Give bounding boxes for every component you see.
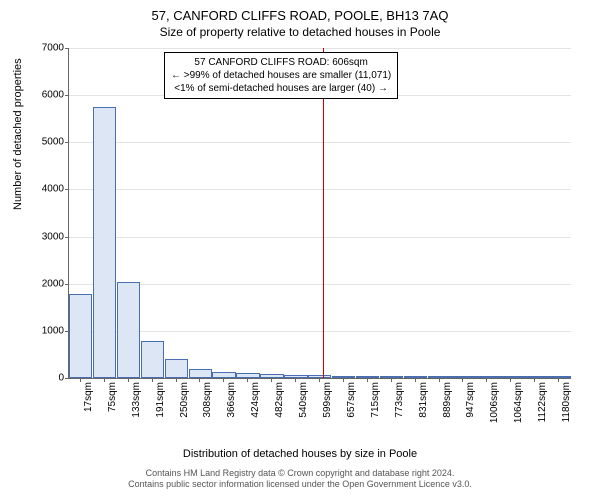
xtick-label: 133sqm <box>131 382 142 418</box>
xtick-mark <box>439 378 440 382</box>
chart-subtitle: Size of property relative to detached ho… <box>0 23 600 39</box>
ytick-label: 5000 <box>24 137 64 148</box>
xtick-mark <box>199 378 200 382</box>
ytick-mark <box>65 189 69 190</box>
xtick-label: 773sqm <box>394 382 405 418</box>
ytick-label: 0 <box>24 373 64 384</box>
xtick-label: 1122sqm <box>537 382 548 422</box>
xtick-label: 308sqm <box>202 382 213 418</box>
annotation-box: 57 CANFORD CLIFFS ROAD: 606sqm← >99% of … <box>164 52 398 99</box>
xtick-mark <box>486 378 487 382</box>
xtick-label: 17sqm <box>83 382 94 412</box>
xtick-mark <box>510 378 511 382</box>
xtick-mark <box>534 378 535 382</box>
xtick-mark <box>367 378 368 382</box>
chart-area: 57 CANFORD CLIFFS ROAD: 606sqm← >99% of … <box>68 48 570 408</box>
xtick-mark <box>319 378 320 382</box>
xtick-label: 599sqm <box>322 382 333 418</box>
gridline <box>69 189 571 190</box>
ytick-label: 3000 <box>24 231 64 242</box>
xtick-label: 1064sqm <box>513 382 524 423</box>
xtick-mark <box>104 378 105 382</box>
xtick-label: 831sqm <box>418 382 429 418</box>
histogram-bar <box>69 294 92 378</box>
gridline <box>69 237 571 238</box>
xtick-mark <box>271 378 272 382</box>
xtick-mark <box>80 378 81 382</box>
xtick-label: 1180sqm <box>561 382 572 422</box>
footer-line1: Contains HM Land Registry data © Crown c… <box>0 468 600 479</box>
plot-region: 57 CANFORD CLIFFS ROAD: 606sqm← >99% of … <box>68 48 571 379</box>
footer-line2: Contains public sector information licen… <box>0 479 600 490</box>
ytick-mark <box>65 48 69 49</box>
xtick-mark <box>295 378 296 382</box>
xtick-mark <box>128 378 129 382</box>
xtick-mark <box>152 378 153 382</box>
xtick-mark <box>391 378 392 382</box>
xtick-label: 657sqm <box>346 382 357 418</box>
gridline <box>69 48 571 49</box>
histogram-bar <box>165 359 188 378</box>
ytick-label: 1000 <box>24 325 64 336</box>
ytick-mark <box>65 95 69 96</box>
y-axis-label: Number of detached properties <box>12 58 24 210</box>
footer-credits: Contains HM Land Registry data © Crown c… <box>0 468 600 490</box>
x-axis-label: Distribution of detached houses by size … <box>0 448 600 460</box>
ytick-label: 4000 <box>24 184 64 195</box>
xtick-label: 540sqm <box>298 382 309 418</box>
xtick-label: 366sqm <box>226 382 237 418</box>
xtick-mark <box>343 378 344 382</box>
xtick-label: 482sqm <box>274 382 285 418</box>
ytick-mark <box>65 378 69 379</box>
histogram-bar <box>93 107 116 378</box>
xtick-mark <box>247 378 248 382</box>
annotation-line3: <1% of semi-detached houses are larger (… <box>171 82 391 95</box>
ytick-mark <box>65 142 69 143</box>
xtick-mark <box>176 378 177 382</box>
annotation-line1: 57 CANFORD CLIFFS ROAD: 606sqm <box>171 56 391 69</box>
ytick-label: 7000 <box>24 43 64 54</box>
xtick-label: 1006sqm <box>489 382 500 423</box>
xtick-label: 250sqm <box>179 382 190 418</box>
histogram-bar <box>117 282 140 378</box>
chart-title: 57, CANFORD CLIFFS ROAD, POOLE, BH13 7AQ <box>0 0 600 23</box>
gridline <box>69 142 571 143</box>
gridline <box>69 284 571 285</box>
histogram-bar <box>189 369 212 378</box>
xtick-label: 889sqm <box>442 382 453 418</box>
xtick-mark <box>462 378 463 382</box>
xtick-label: 191sqm <box>155 382 166 418</box>
ytick-label: 6000 <box>24 90 64 101</box>
annotation-line2: ← >99% of detached houses are smaller (1… <box>171 69 391 82</box>
xtick-label: 424sqm <box>250 382 261 418</box>
xtick-mark <box>558 378 559 382</box>
xtick-label: 947sqm <box>465 382 476 418</box>
xtick-mark <box>223 378 224 382</box>
ytick-mark <box>65 237 69 238</box>
histogram-bar <box>141 341 164 378</box>
xtick-mark <box>415 378 416 382</box>
xtick-label: 715sqm <box>370 382 381 418</box>
ytick-mark <box>65 284 69 285</box>
xtick-label: 75sqm <box>107 382 118 412</box>
ytick-label: 2000 <box>24 278 64 289</box>
gridline <box>69 331 571 332</box>
